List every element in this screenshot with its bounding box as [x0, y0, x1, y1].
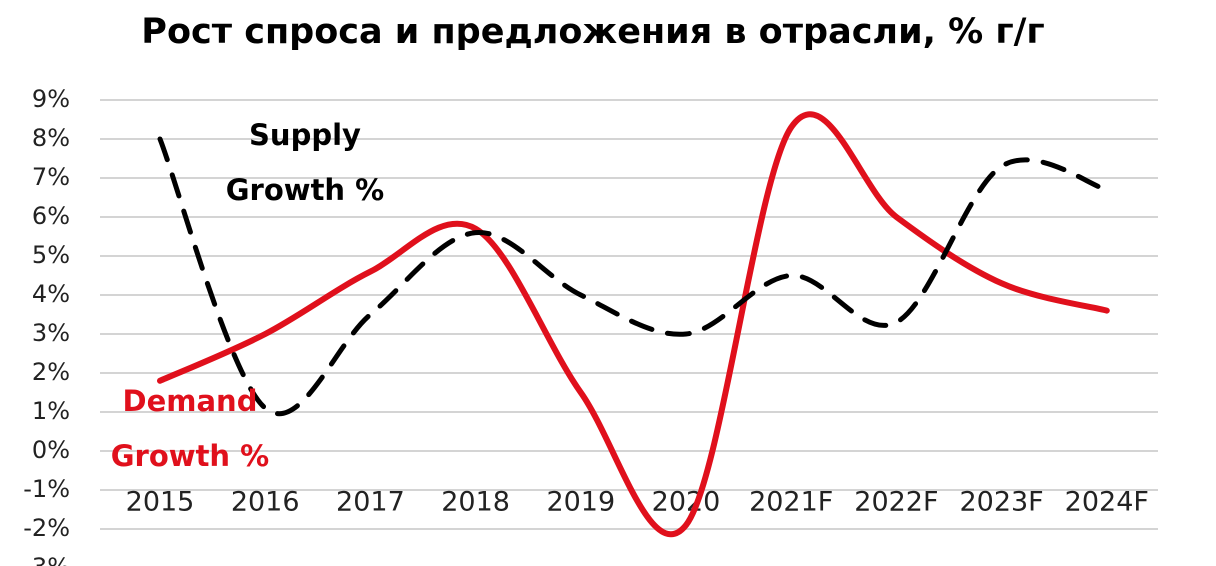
x-tick-label: 2021F [749, 487, 833, 518]
series-line [157, 136, 1110, 417]
x-tick-label: 2024F [1065, 487, 1149, 518]
y-tick-label: -3% [23, 553, 70, 566]
series-label: Growth % [226, 173, 384, 207]
y-tick-label: 6% [32, 202, 70, 230]
y-tick-label: 0% [32, 436, 70, 464]
x-tick-label: 2015 [126, 487, 195, 518]
x-tick-label: 2016 [231, 487, 300, 518]
y-tick-label: 8% [32, 124, 70, 152]
y-tick-label: 9% [32, 85, 70, 113]
y-tick-label: -1% [23, 475, 70, 503]
x-tick-label: 2018 [441, 487, 510, 518]
y-tick-label: 5% [32, 241, 70, 269]
y-tick-label: 3% [32, 319, 70, 347]
series-label: Growth % [111, 439, 269, 473]
x-tick-label: 2019 [546, 487, 615, 518]
x-tick-label: 2022F [854, 487, 938, 518]
x-tick-label: 2023F [959, 487, 1043, 518]
x-tick-label: 2020 [652, 487, 721, 518]
x-tick-label: 2017 [336, 487, 405, 518]
series-line [157, 111, 1110, 538]
series-label: Supply [249, 118, 361, 152]
y-tick-label: 1% [32, 397, 70, 425]
y-tick-label: 2% [32, 358, 70, 386]
y-tick-label: 4% [32, 280, 70, 308]
y-tick-label: 7% [32, 163, 70, 191]
series-label: Demand [123, 384, 258, 418]
chart-title: Рост спроса и предложения в отрасли, % г… [141, 12, 1044, 52]
y-tick-label: -2% [23, 514, 70, 542]
